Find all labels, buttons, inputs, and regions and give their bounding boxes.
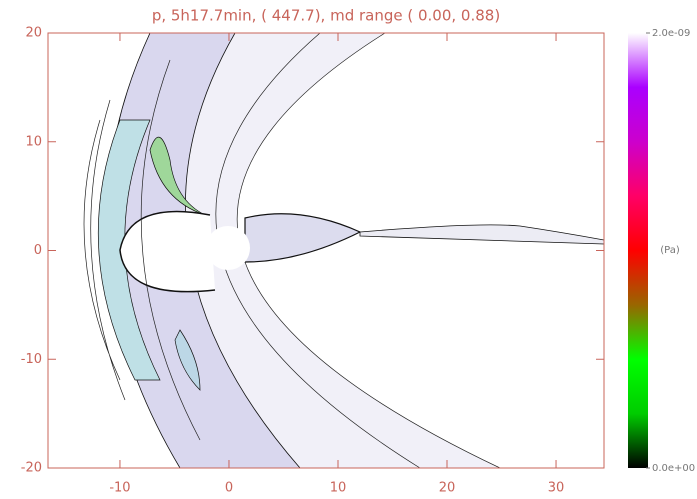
colorbar-tick-label: 2.0e-09 [652, 28, 690, 39]
tail-lobe [244, 213, 362, 263]
x-tick-label: 0 [225, 481, 233, 496]
colorbar-unit: (Pa) [660, 245, 680, 256]
south-cusp [174, 329, 201, 391]
sheath-core [97, 119, 161, 381]
magnetopause [119, 210, 216, 293]
y-tick-label: 10 [25, 134, 42, 149]
x-tick-label: -10 [109, 481, 130, 496]
y-tick-label: 0 [34, 243, 42, 258]
y-tick-label: -20 [21, 461, 42, 476]
colorbar [628, 33, 648, 468]
y-tick-label: 20 [25, 26, 42, 41]
tail-sheet [359, 224, 604, 245]
high-pressure [149, 136, 206, 216]
y-tick-label: -10 [21, 352, 42, 367]
x-tick-label: 30 [548, 481, 565, 496]
contour-field [83, 33, 604, 468]
x-tick-label: 10 [330, 481, 347, 496]
contour-line [83, 33, 421, 468]
chart-title: p, 5h17.7min, ( 447.7), md range ( 0.00,… [152, 7, 500, 25]
inner-boundary [206, 226, 250, 270]
colorbar-tick-label: 0.0e+00 [652, 463, 695, 474]
x-tick-label: 20 [439, 481, 456, 496]
